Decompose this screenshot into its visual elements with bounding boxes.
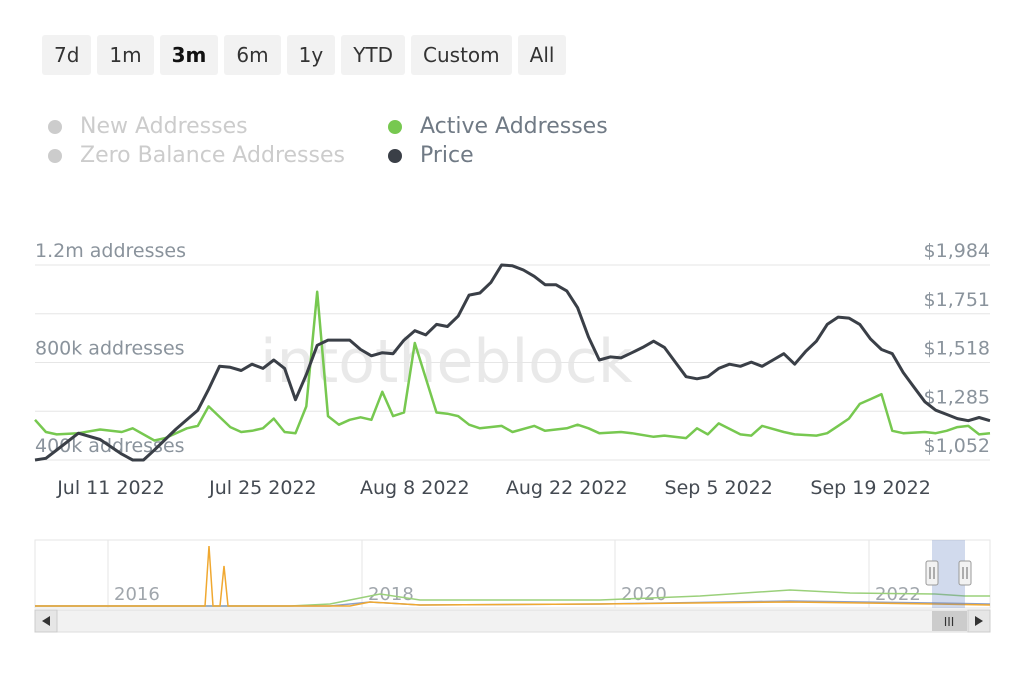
x-tick-label: Jul 25 2022 (208, 477, 317, 499)
x-tick-label: Sep 19 2022 (810, 477, 930, 499)
navigator-new-series (35, 545, 991, 607)
navigator-handle-left[interactable] (925, 560, 939, 586)
legend-label: Active Addresses (420, 114, 608, 139)
scrollbar-thumb[interactable] (932, 611, 967, 631)
navigator-year-label: 2018 (368, 584, 414, 605)
legend-label: Price (420, 143, 474, 168)
range-button-7d[interactable]: 7d (42, 35, 92, 75)
navigator-frame (34, 539, 991, 609)
navigator-year-label: 2020 (621, 584, 667, 605)
x-tick-label: Sep 5 2022 (665, 477, 773, 499)
navigator-handle-right[interactable] (958, 560, 972, 586)
series-group (34, 263, 991, 462)
legend-dot-icon (388, 119, 402, 134)
x-axis: Jul 11 2022 Jul 25 2022 Aug 8 2022 Aug 22 2… (56, 477, 931, 499)
range-button-1y[interactable]: 1y (286, 35, 336, 75)
y-right-tick-label: $1,285 (924, 386, 990, 408)
x-tick-label: Aug 22 2022 (506, 477, 628, 499)
navigator-year-label: 2022 (875, 584, 921, 605)
range-button-1m[interactable]: 1m (97, 35, 154, 75)
scrollbar-track[interactable] (34, 609, 991, 633)
scrollbar[interactable]: III (34, 609, 991, 633)
legend-item-price[interactable]: Price (388, 143, 474, 168)
navigator-year-label: 2016 (114, 584, 160, 605)
legend-item-new-addresses[interactable]: New Addresses (48, 114, 248, 139)
legend-item-zero-balance-addresses[interactable]: Zero Balance Addresses (48, 143, 345, 168)
navigator[interactable]: 2016 2018 2020 2022 (34, 539, 991, 609)
scroll-left-arrow-icon (42, 616, 50, 626)
x-tick-label: Aug 8 2022 (360, 477, 470, 499)
range-button-custom[interactable]: Custom (411, 35, 512, 75)
range-button-ytd[interactable]: YTD (341, 35, 406, 75)
scroll-right-arrow-icon (975, 616, 983, 626)
legend-dot-icon (48, 119, 62, 134)
series-line-active-addresses[interactable] (34, 290, 991, 442)
navigator-year-labels: 2016 2018 2020 2022 (107, 540, 921, 608)
navigator-active-series (35, 589, 990, 607)
y-right-tick-label: $1,052 (924, 435, 990, 457)
grid-lines (35, 264, 990, 461)
range-button-all[interactable]: All (517, 35, 567, 75)
legend-label: Zero Balance Addresses (80, 143, 345, 168)
y-left-tick-label: 1.2m addresses (35, 240, 186, 262)
range-button-3m[interactable]: 3m (159, 35, 219, 75)
x-tick-label: Jul 11 2022 (56, 477, 165, 499)
range-selector: 7d 1m 3m 6m 1y YTD Custom All (42, 35, 567, 75)
series-line-price[interactable] (34, 263, 991, 462)
scrollbar-grip-icon: III (944, 615, 955, 629)
legend-label: New Addresses (80, 114, 248, 139)
range-button-6m[interactable]: 6m (224, 35, 281, 75)
y-left-tick-label: 800k addresses (35, 338, 185, 360)
legend-item-active-addresses[interactable]: Active Addresses (388, 114, 608, 139)
y-right-tick-label: $1,518 (924, 338, 990, 360)
y-axis-right: $1,052 $1,285 $1,518 $1,751 $1,984 (924, 240, 990, 457)
legend-dot-icon (388, 148, 402, 163)
legend-dot-icon (48, 148, 62, 163)
y-right-tick-label: $1,751 (924, 289, 990, 311)
y-right-tick-label: $1,984 (924, 240, 990, 262)
